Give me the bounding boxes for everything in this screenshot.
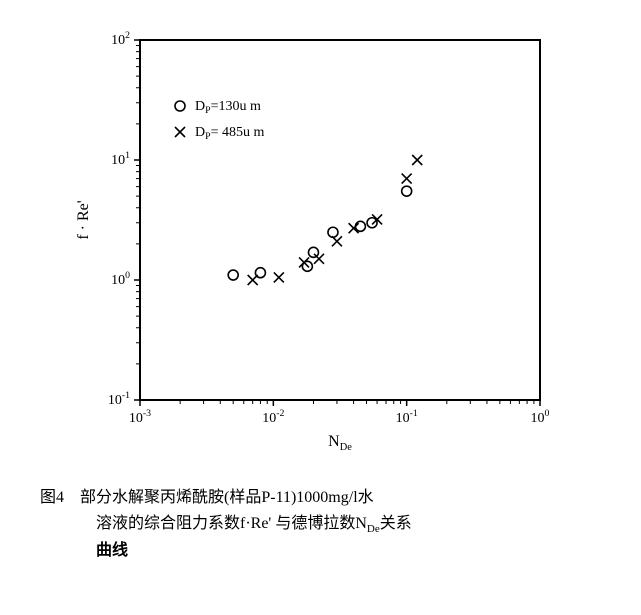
svg-text:102: 102	[111, 30, 130, 48]
svg-text:10-3: 10-3	[129, 408, 151, 426]
svg-text:100: 100	[111, 270, 130, 288]
caption-prefix: 图4	[40, 489, 64, 506]
caption-text-3: 曲线	[96, 542, 128, 559]
svg-text:f · Re': f · Re'	[75, 200, 92, 239]
svg-text:NDe: NDe	[328, 433, 352, 453]
svg-text:101: 101	[111, 150, 130, 168]
svg-text:10-1: 10-1	[396, 408, 418, 426]
svg-text:10-1: 10-1	[108, 390, 130, 408]
svg-text:DP=130u m: DP=130u m	[195, 99, 261, 116]
caption-text-1: 部分水解聚丙烯酰胺(样品P-11)1000mg/l水	[80, 489, 374, 506]
caption-text-2b: 关系	[380, 515, 412, 532]
svg-text:DP= 485u m: DP= 485u m	[195, 125, 264, 142]
caption-text-2a: 溶液的综合阻力系数f·Re' 与德博拉数N	[96, 515, 367, 532]
svg-text:100: 100	[531, 408, 550, 426]
figure-caption: 图4 部分水解聚丙烯酰胺(样品P-11)1000mg/l水 溶液的综合阻力系数f…	[40, 485, 600, 564]
chart-container: 10-3 10-2 10-1 100 NDe 10-1 100 101 102 f · Re' DP…	[60, 20, 580, 465]
svg-text:10-2: 10-2	[262, 408, 284, 426]
caption-sub: De	[367, 523, 380, 535]
scatter-chart: 10-3 10-2 10-1 100 NDe 10-1 100 101 102 f · Re' DP…	[60, 20, 580, 460]
